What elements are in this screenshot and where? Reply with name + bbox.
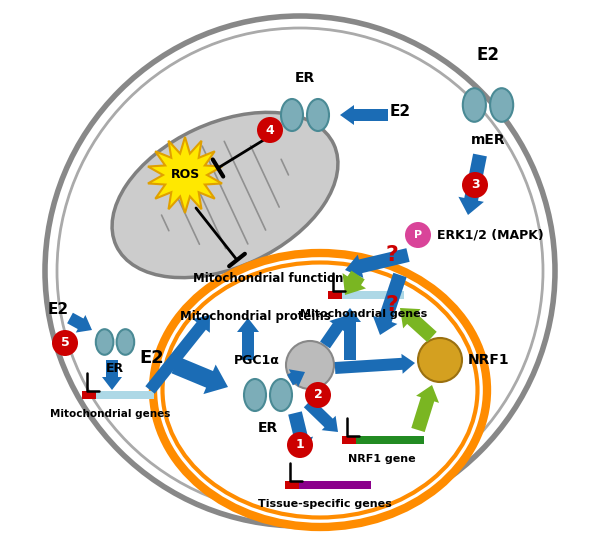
Text: ER: ER <box>258 421 278 435</box>
Polygon shape <box>288 411 313 454</box>
Polygon shape <box>287 369 305 387</box>
Polygon shape <box>339 308 361 360</box>
Circle shape <box>462 172 488 198</box>
Text: E2: E2 <box>47 302 68 318</box>
Ellipse shape <box>153 253 487 527</box>
Circle shape <box>45 16 555 526</box>
Text: Mitochondrial function: Mitochondrial function <box>193 272 343 285</box>
FancyBboxPatch shape <box>328 291 342 299</box>
Ellipse shape <box>270 379 292 411</box>
Text: E2: E2 <box>476 46 499 64</box>
Text: ER: ER <box>295 71 315 85</box>
Polygon shape <box>102 360 122 390</box>
Text: 2: 2 <box>314 389 322 402</box>
Polygon shape <box>237 318 259 360</box>
Circle shape <box>286 341 334 389</box>
Ellipse shape <box>281 99 303 131</box>
Polygon shape <box>458 153 487 215</box>
Circle shape <box>52 330 78 356</box>
Polygon shape <box>335 354 415 374</box>
Text: ?: ? <box>386 295 398 315</box>
Polygon shape <box>373 273 407 335</box>
Ellipse shape <box>463 88 486 122</box>
Text: ERK1/2 (MAPK): ERK1/2 (MAPK) <box>437 229 544 242</box>
Ellipse shape <box>96 329 113 355</box>
Circle shape <box>418 338 462 382</box>
Polygon shape <box>304 399 338 432</box>
Ellipse shape <box>112 112 338 278</box>
Text: PGC1α: PGC1α <box>234 353 280 366</box>
Text: ROS: ROS <box>170 169 200 182</box>
Ellipse shape <box>244 379 266 411</box>
Text: P: P <box>414 230 422 240</box>
FancyBboxPatch shape <box>342 291 404 299</box>
Polygon shape <box>320 316 346 349</box>
FancyBboxPatch shape <box>356 436 424 444</box>
Circle shape <box>257 117 283 143</box>
Polygon shape <box>340 105 388 125</box>
Polygon shape <box>345 248 410 278</box>
Polygon shape <box>172 357 228 394</box>
Text: E2: E2 <box>140 349 164 367</box>
Polygon shape <box>343 270 366 295</box>
Text: Mitochondrial genes: Mitochondrial genes <box>50 409 170 419</box>
Text: 1: 1 <box>296 438 304 451</box>
Text: mER: mER <box>470 133 505 147</box>
Text: NRF1 gene: NRF1 gene <box>348 454 416 464</box>
Text: Mitochondrial genes: Mitochondrial genes <box>301 309 428 319</box>
Ellipse shape <box>116 329 134 355</box>
Polygon shape <box>412 385 439 432</box>
FancyBboxPatch shape <box>96 391 154 399</box>
Polygon shape <box>148 137 222 213</box>
FancyBboxPatch shape <box>342 436 356 444</box>
Polygon shape <box>145 315 210 393</box>
FancyBboxPatch shape <box>285 481 299 489</box>
Text: 4: 4 <box>266 124 274 137</box>
Text: ?: ? <box>386 245 398 265</box>
Ellipse shape <box>490 88 513 122</box>
Text: 3: 3 <box>470 178 479 191</box>
Text: Tissue-specific genes: Tissue-specific genes <box>258 499 392 509</box>
Ellipse shape <box>307 99 329 131</box>
Text: Mitochondrial proteins: Mitochondrial proteins <box>179 310 331 323</box>
Polygon shape <box>400 308 437 342</box>
Text: 5: 5 <box>61 337 70 350</box>
Text: NRF1: NRF1 <box>468 353 509 367</box>
FancyBboxPatch shape <box>82 391 96 399</box>
Circle shape <box>287 432 313 458</box>
FancyBboxPatch shape <box>299 481 371 489</box>
Circle shape <box>405 222 431 248</box>
Text: ER: ER <box>106 362 124 375</box>
Circle shape <box>305 382 331 408</box>
Polygon shape <box>67 313 92 333</box>
Text: E2: E2 <box>390 105 411 119</box>
